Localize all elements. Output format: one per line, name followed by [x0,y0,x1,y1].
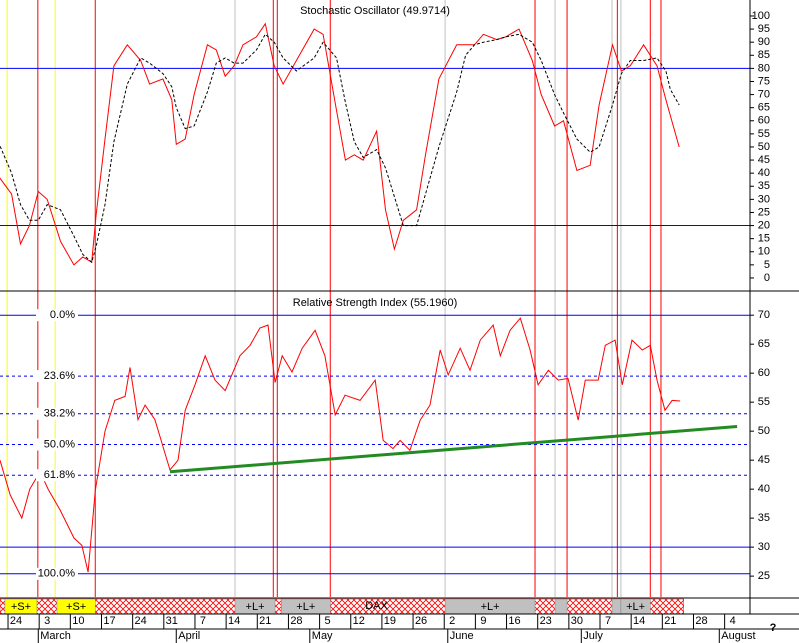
trend-line [169,425,738,474]
level-label: 61.8% [44,469,75,481]
y-tick-label: 40 [758,483,770,495]
y-tick-label: 35 [758,512,770,524]
x-tick-label: 19 [384,615,396,627]
y-tick-label: 80 [758,62,770,74]
y-tick-label: 30 [758,541,770,553]
month-label: May [312,630,333,642]
y-tick-label: 90 [758,36,770,48]
x-tick-label: 5 [325,615,331,627]
level-label: 23.6% [44,370,75,382]
x-tick-label: 24 [10,615,22,627]
signal-bar [0,598,684,615]
month-label: August [721,630,755,642]
signal-label: +L+ [626,601,645,613]
y-tick-label: 70 [758,88,770,100]
level-label-bg [36,469,78,482]
level-label-bg [36,309,78,322]
y-tick-label: 65 [758,102,770,114]
level-label: 38.2% [44,408,75,420]
x-tick-label: 3 [44,615,50,627]
level-label-bg [36,370,78,383]
x-tick-label: 16 [508,615,520,627]
x-tick-label: 28 [290,615,302,627]
y-tick-label: 70 [758,309,770,321]
level-label: 0.0% [50,309,75,321]
help-label[interactable]: ? [770,622,777,634]
x-tick-label: 23 [540,615,552,627]
y-tick-label: 20 [758,219,770,231]
y-tick-label: 5 [764,259,770,271]
signal-annotation: DAX [365,600,388,612]
signal-label: +S+ [66,601,86,613]
level-label-bg [36,567,78,580]
panel-title: Relative Strength Index (55.1960) [293,297,458,309]
signal-label: +L+ [296,601,315,613]
y-tick-label: 0 [764,272,770,284]
x-tick-label: 24 [135,615,147,627]
y-tick-label: 60 [758,367,770,379]
y-tick-label: 30 [758,193,770,205]
y-tick-label: 50 [758,141,770,153]
y-tick-label: 60 [758,115,770,127]
y-tick-label: 25 [758,570,770,582]
x-tick-label: 2 [449,615,455,627]
y-tick-label: 25 [758,206,770,218]
x-tick-label: 17 [103,615,115,627]
x-tick-label: 12 [353,615,365,627]
level-label-bg [36,407,78,420]
y-tick-label: 35 [758,180,770,192]
month-label: June [450,630,474,642]
x-tick-label: 21 [259,615,271,627]
signal [611,598,622,615]
y-tick-label: 50 [758,425,770,437]
signal-label: +S+ [11,601,31,613]
level-label-bg [36,438,78,451]
signal-label: +L+ [246,601,265,613]
month-label: July [583,630,603,642]
x-tick-label: 28 [695,615,707,627]
x-tick-label: 4 [730,615,736,627]
y-tick-label: 85 [758,49,770,61]
month-label: March [40,630,71,642]
y-tick-label: 95 [758,23,770,35]
y-tick-label: 75 [758,75,770,87]
y-tick-label: 45 [758,454,770,466]
month-label: April [178,630,200,642]
x-tick-label: 26 [415,615,427,627]
x-tick-label: 9 [480,615,486,627]
x-tick-label: 14 [228,615,240,627]
series-line [0,33,680,264]
signal [554,598,568,615]
x-tick-label: 14 [633,615,645,627]
y-tick-label: 55 [758,128,770,140]
x-tick-label: 7 [605,615,611,627]
y-tick-label: 45 [758,154,770,166]
y-tick-label: 40 [758,167,770,179]
level-label: 100.0% [38,568,76,580]
signal-label: +L+ [481,601,500,613]
x-tick-label: 7 [200,615,206,627]
x-tick-label: 30 [571,615,583,627]
y-tick-label: 100 [752,10,770,22]
level-label: 50.0% [44,438,75,450]
y-tick-label: 65 [758,338,770,350]
panel-title: Stochastic Oscillator (49.9714) [300,5,450,17]
series-line [0,317,681,573]
x-tick-label: 21 [664,615,676,627]
series-line [0,22,680,266]
y-tick-label: 55 [758,396,770,408]
y-tick-label: 15 [758,233,770,245]
y-tick-label: 10 [758,246,770,258]
x-tick-label: 31 [166,615,178,627]
x-tick-label: 10 [72,615,84,627]
